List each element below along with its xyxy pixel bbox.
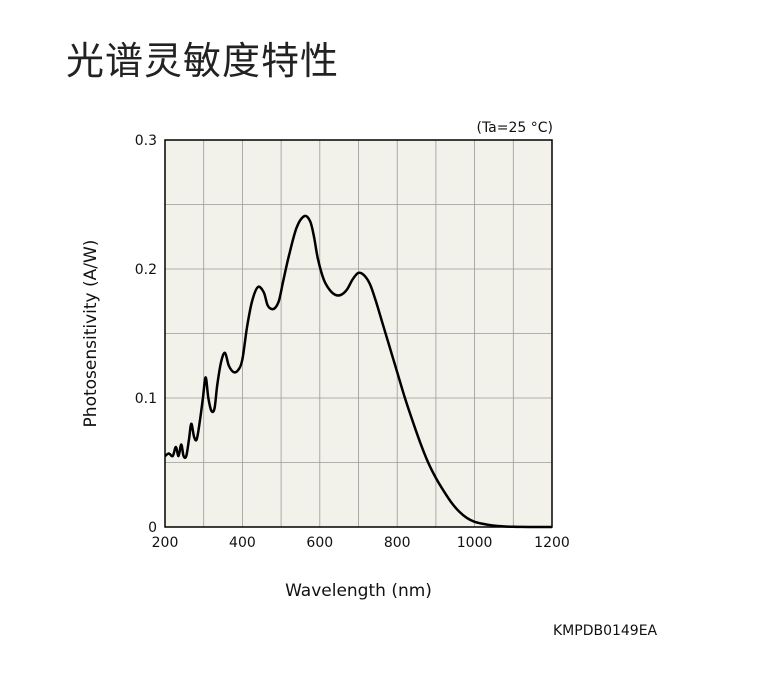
x-tick-label: 1000 xyxy=(457,535,493,551)
plot-frame xyxy=(164,139,553,528)
x-axis-title: Wavelength (nm) xyxy=(285,581,432,601)
x-tick-label: 600 xyxy=(306,535,333,551)
y-tick-label: 0.1 xyxy=(135,391,157,407)
x-tick-label: 200 xyxy=(152,535,179,551)
y-tick-label: 0.2 xyxy=(135,262,157,278)
page-title: 光谱灵敏度特性 xyxy=(66,39,340,83)
y-axis-title: Photosensitivity (A/W) xyxy=(81,240,101,428)
y-tick-label: 0 xyxy=(148,520,157,536)
sensitivity-curve xyxy=(164,214,552,529)
condition-note: (Ta=25 °C) xyxy=(476,120,553,136)
grid-lines xyxy=(165,140,552,527)
x-tick-label: 800 xyxy=(384,535,411,551)
x-tick-label: 1200 xyxy=(534,535,570,551)
y-tick-label: 0.3 xyxy=(135,133,157,149)
x-tick-label: 400 xyxy=(229,535,256,551)
document-code: KMPDB0149EA xyxy=(553,623,658,639)
